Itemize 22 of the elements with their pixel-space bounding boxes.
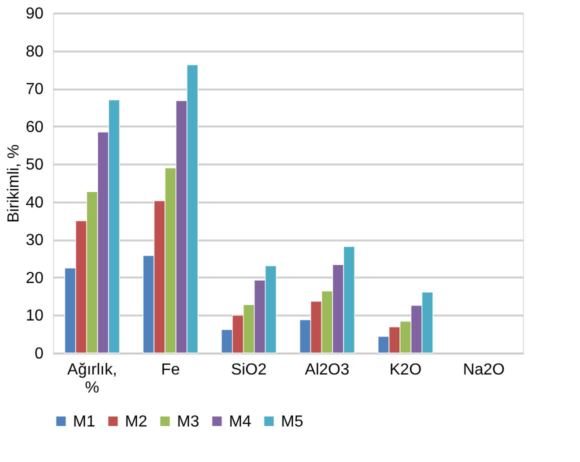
y-tick-label: 60 <box>26 118 44 136</box>
x-tick-label: Na2O <box>462 362 505 378</box>
y-tick-label: 70 <box>26 81 44 98</box>
legend-label: M5 <box>281 413 304 430</box>
legend-label: M1 <box>73 413 96 430</box>
x-tick-label: Al2O3 <box>304 362 350 378</box>
legend-label: M4 <box>229 413 252 430</box>
x-tick-label: Ağırlık, % <box>67 362 118 396</box>
x-tick-label: K2O <box>389 362 422 378</box>
legend-label: M2 <box>125 413 148 430</box>
legend-label: M3 <box>177 413 200 430</box>
y-tick-label: 10 <box>26 308 44 325</box>
x-tick-label: SiO2 <box>231 362 267 378</box>
x-tick-label: Fe <box>161 362 180 378</box>
y-tick-label: 0 <box>34 346 44 362</box>
y-tick-label: 50 <box>26 156 44 174</box>
y-tick-label: 80 <box>26 43 44 60</box>
y-tick-label: 40 <box>26 194 44 212</box>
y-tick-label: 30 <box>26 232 44 250</box>
y-axis-title: Birikimli, % <box>6 144 23 223</box>
y-tick-label: 20 <box>26 270 44 287</box>
y-tick-label: 90 <box>26 6 44 22</box>
